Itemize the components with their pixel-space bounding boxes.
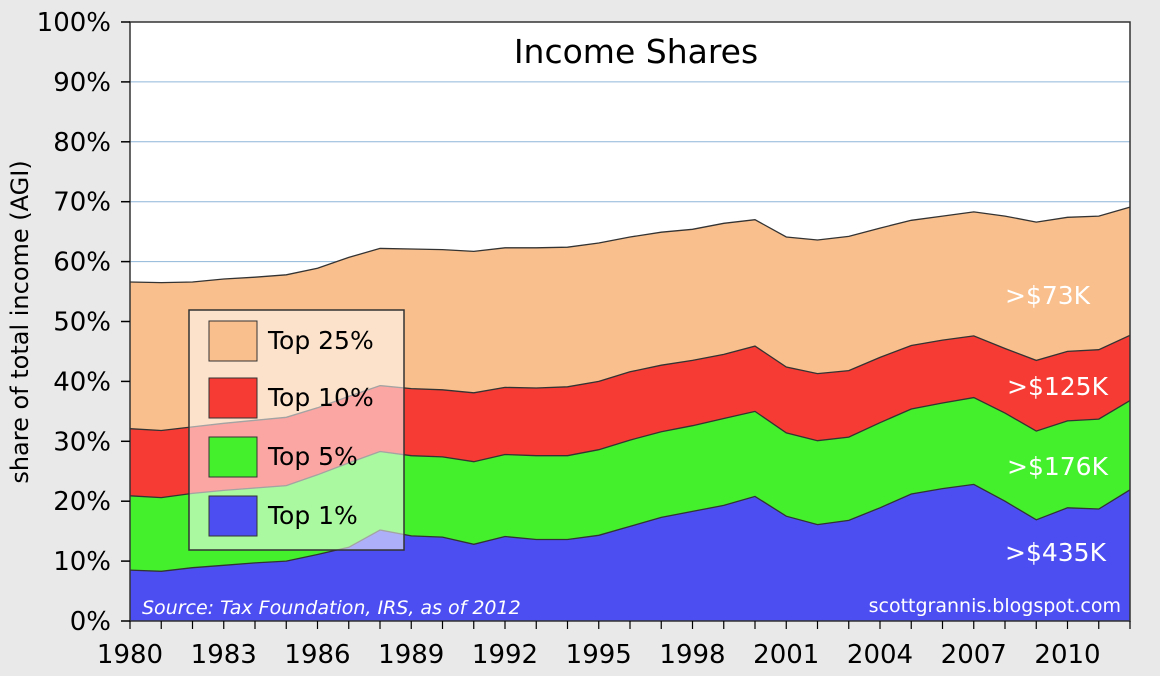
legend-label-top1: Top 1% bbox=[267, 501, 358, 530]
y-tick-label: 90% bbox=[53, 68, 111, 98]
chart-title: Income Shares bbox=[514, 32, 758, 71]
x-tick-label: 1983 bbox=[191, 640, 257, 670]
x-tick-label: 1995 bbox=[566, 640, 632, 670]
x-tick-label: 1989 bbox=[378, 640, 444, 670]
y-tick-label: 100% bbox=[37, 8, 111, 38]
legend-swatch-top5 bbox=[208, 436, 258, 478]
y-tick-label: 60% bbox=[53, 248, 111, 278]
legend: Top 25% Top 10% Top 5% Top 1% bbox=[188, 309, 405, 551]
legend-label-top25: Top 25% bbox=[267, 326, 374, 355]
legend-swatch-top10 bbox=[208, 377, 258, 419]
y-tick-label: 20% bbox=[53, 487, 111, 517]
x-tick-label: 1998 bbox=[659, 640, 725, 670]
y-axis-label: share of total income (AGI) bbox=[6, 160, 34, 483]
x-tick-label: 2010 bbox=[1034, 640, 1100, 670]
legend-swatch-top25 bbox=[208, 320, 258, 362]
x-tick-label: 2007 bbox=[941, 640, 1007, 670]
y-tick-label: 30% bbox=[53, 427, 111, 457]
x-axis: 1980 1983 1986 1989 1992 1995 1998 2001 2004 2007… bbox=[97, 621, 1131, 670]
y-tick-label: 40% bbox=[53, 367, 111, 397]
credit-text: scottgrannis.blogspot.com bbox=[869, 595, 1121, 617]
band-label-top10: >$125K bbox=[1007, 372, 1109, 401]
band-label-top5: >$176K bbox=[1007, 452, 1109, 481]
band-label-top1: >$435K bbox=[1005, 538, 1107, 567]
y-tick-label: 0% bbox=[70, 607, 111, 637]
x-tick-label: 1992 bbox=[472, 640, 538, 670]
y-tick-label: 70% bbox=[53, 188, 111, 218]
y-tick-label: 10% bbox=[53, 547, 111, 577]
x-tick-label: 2004 bbox=[847, 640, 913, 670]
band-label-top25: >$73K bbox=[1005, 281, 1091, 310]
x-tick-label: 2001 bbox=[753, 640, 819, 670]
legend-label-top5: Top 5% bbox=[267, 442, 358, 471]
legend-swatch-top1 bbox=[208, 495, 258, 537]
line-top-25- bbox=[129, 206, 1131, 284]
x-tick-label: 1980 bbox=[97, 640, 163, 670]
y-tick-label: 80% bbox=[53, 128, 111, 158]
area-top-1- bbox=[130, 484, 1130, 621]
legend-label-top10: Top 10% bbox=[267, 383, 374, 412]
x-tick-label: 1986 bbox=[284, 640, 350, 670]
y-axis: 0% 10% 20% 30% 40% 50% 60% 70% 80% 90% 100% bbox=[37, 8, 130, 637]
y-tick-label: 50% bbox=[53, 308, 111, 338]
line-top-1- bbox=[129, 483, 1131, 572]
source-note: Source: Tax Foundation, IRS, as of 2012 bbox=[142, 597, 521, 619]
